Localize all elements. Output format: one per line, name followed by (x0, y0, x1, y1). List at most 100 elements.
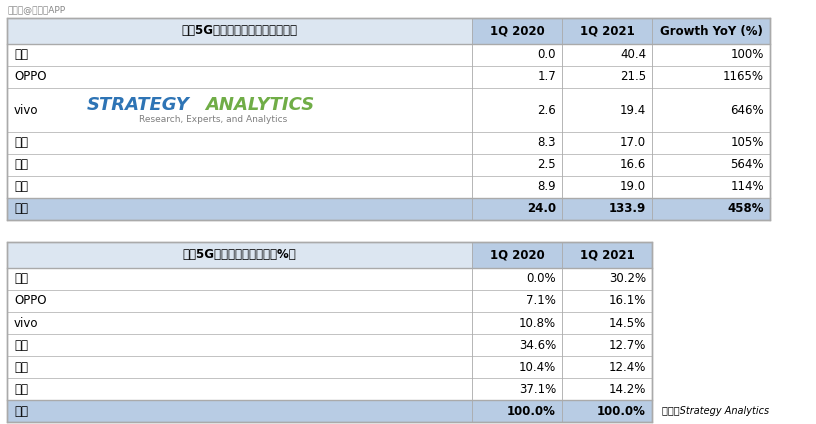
Bar (7, 242, 472, 268)
Text: STRATEGY: STRATEGY (87, 96, 190, 114)
Text: Research, Experts, and Analytics: Research, Experts, and Analytics (139, 115, 287, 124)
Text: 苹果: 苹果 (14, 273, 28, 285)
Text: 2.5: 2.5 (538, 159, 556, 171)
Text: vivo: vivo (14, 316, 38, 329)
Text: ANALYTICS: ANALYTICS (206, 96, 315, 114)
Text: 114%: 114% (730, 181, 764, 193)
Bar (652, 132, 770, 154)
Bar (652, 88, 770, 132)
Text: 100%: 100% (730, 48, 764, 61)
Text: 19.0: 19.0 (620, 181, 646, 193)
Text: 458%: 458% (728, 203, 764, 215)
Bar (7, 198, 472, 220)
Bar (562, 400, 652, 422)
Bar (652, 154, 770, 176)
Bar (472, 268, 562, 290)
Text: 21.5: 21.5 (620, 70, 646, 84)
Bar (562, 132, 652, 154)
Bar (472, 242, 562, 268)
Text: 105%: 105% (730, 137, 764, 150)
Text: 100.0%: 100.0% (507, 404, 556, 418)
Bar (472, 132, 562, 154)
Bar (7, 312, 472, 334)
Text: 8.9: 8.9 (538, 181, 556, 193)
Text: 19.4: 19.4 (619, 103, 646, 117)
Text: 133.9: 133.9 (609, 203, 646, 215)
Text: 小米: 小米 (14, 360, 28, 374)
Bar (472, 378, 562, 400)
Bar (562, 198, 652, 220)
Bar (562, 290, 652, 312)
Text: 其它: 其它 (14, 181, 28, 193)
Bar (7, 154, 472, 176)
Bar (562, 312, 652, 334)
Bar (562, 242, 652, 268)
Text: 40.4: 40.4 (620, 48, 646, 61)
Bar (562, 176, 652, 198)
Text: 10.4%: 10.4% (519, 360, 556, 374)
Text: 0.0%: 0.0% (526, 273, 556, 285)
Text: 2.6: 2.6 (537, 103, 556, 117)
Text: 小米: 小米 (14, 159, 28, 171)
Text: 总计: 总计 (14, 404, 28, 418)
Text: 12.4%: 12.4% (609, 360, 646, 374)
Bar (472, 312, 562, 334)
Bar (7, 290, 472, 312)
Bar (652, 176, 770, 198)
Bar (472, 198, 562, 220)
Bar (562, 378, 652, 400)
Bar (652, 198, 770, 220)
Bar (7, 18, 472, 44)
Text: 全球5G智能手机出货量（百万部）: 全球5G智能手机出货量（百万部） (181, 25, 298, 37)
Text: 646%: 646% (730, 103, 764, 117)
Text: 37.1%: 37.1% (519, 382, 556, 396)
Bar (7, 132, 472, 154)
Bar (472, 66, 562, 88)
Text: 三星: 三星 (14, 137, 28, 150)
Text: OPPO: OPPO (14, 295, 47, 307)
Bar (7, 400, 472, 422)
Text: 564%: 564% (730, 159, 764, 171)
Text: 其它: 其它 (14, 382, 28, 396)
Text: 10.8%: 10.8% (519, 316, 556, 329)
Text: vivo: vivo (14, 103, 38, 117)
Text: 34.6%: 34.6% (519, 338, 556, 351)
Text: 0.0: 0.0 (538, 48, 556, 61)
Bar (7, 334, 472, 356)
Text: 1Q 2021: 1Q 2021 (579, 25, 634, 37)
Bar (562, 44, 652, 66)
Text: 三星: 三星 (14, 338, 28, 351)
Text: 8.3: 8.3 (538, 137, 556, 150)
Bar (562, 18, 652, 44)
Bar (652, 44, 770, 66)
Bar (472, 18, 562, 44)
Bar (7, 378, 472, 400)
Bar (562, 356, 652, 378)
Text: 来源：Strategy Analytics: 来源：Strategy Analytics (662, 406, 769, 416)
Text: 1Q 2020: 1Q 2020 (490, 248, 544, 262)
Bar (7, 66, 472, 88)
Bar (562, 88, 652, 132)
Bar (472, 176, 562, 198)
Text: 100.0%: 100.0% (597, 404, 646, 418)
Text: 全球5G智能手机市场份额（%）: 全球5G智能手机市场份额（%） (183, 248, 296, 262)
Bar (7, 268, 472, 290)
Text: 总计: 总计 (14, 203, 28, 215)
Text: 24.0: 24.0 (527, 203, 556, 215)
Text: 1Q 2021: 1Q 2021 (579, 248, 634, 262)
Text: 14.2%: 14.2% (609, 382, 646, 396)
Text: 30.2%: 30.2% (609, 273, 646, 285)
Text: 16.1%: 16.1% (609, 295, 646, 307)
Bar (7, 88, 472, 132)
Bar (652, 66, 770, 88)
Text: 17.0: 17.0 (620, 137, 646, 150)
Bar (652, 18, 770, 44)
Text: 苹果: 苹果 (14, 48, 28, 61)
Bar (472, 44, 562, 66)
Text: 1.7: 1.7 (537, 70, 556, 84)
Text: OPPO: OPPO (14, 70, 47, 84)
Bar (472, 356, 562, 378)
Text: 16.6: 16.6 (619, 159, 646, 171)
Text: 12.7%: 12.7% (609, 338, 646, 351)
Text: 1Q 2020: 1Q 2020 (490, 25, 544, 37)
